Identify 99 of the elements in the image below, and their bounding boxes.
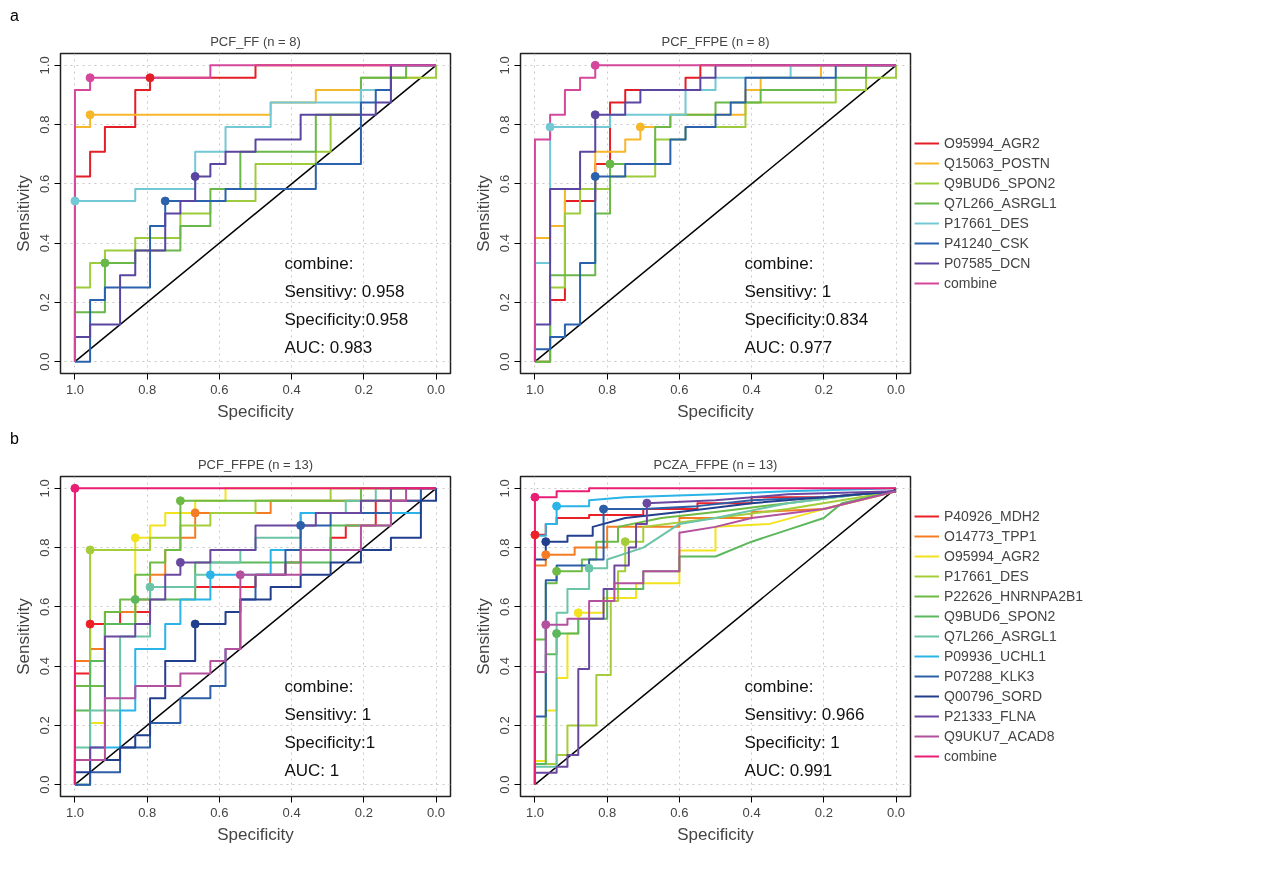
- x-axis-title: Specificity: [217, 824, 295, 844]
- x-tick-label: 0.2: [354, 804, 373, 820]
- x-tick-label: 0.6: [210, 381, 229, 397]
- x-tick-label: 0.0: [427, 381, 446, 397]
- x-tick-label: 0.0: [887, 804, 906, 820]
- x-tick-label: 0.6: [670, 381, 689, 397]
- y-axis-title: Sensitivity: [13, 597, 33, 675]
- legend-label: Q9UKU7_ACAD8: [944, 728, 1055, 744]
- x-axis-title: Specificity: [677, 401, 755, 421]
- y-tick-label: 0.6: [37, 597, 53, 616]
- y-tick-label: 0.4: [37, 657, 53, 676]
- legend-label: Q9BUD6_SPON2: [944, 608, 1056, 624]
- legend-label: P17661_DES: [944, 568, 1029, 584]
- annotation: Sensitivy: 0.966: [744, 704, 865, 724]
- x-tick-label: 0.2: [354, 381, 373, 397]
- y-tick-label: 0.0: [37, 352, 53, 371]
- y-tick-label: 1.0: [497, 56, 513, 75]
- y-tick-label: 0.2: [497, 293, 513, 312]
- legend-label: P07585_DCN: [944, 255, 1031, 271]
- legend-label: P17661_DES: [944, 215, 1029, 231]
- legend-label: P40926_MDH2: [944, 508, 1040, 524]
- y-tick-label: 0.8: [497, 115, 513, 134]
- x-tick-label: 1.0: [525, 381, 544, 397]
- x-tick-label: 0.6: [210, 804, 229, 820]
- y-tick-label: 0.4: [37, 234, 53, 253]
- annotation: AUC: 1: [284, 761, 340, 781]
- x-tick-label: 0.4: [282, 381, 301, 397]
- annotation: Specificity: 1: [744, 733, 840, 753]
- annotation: Sensitivy: 1: [744, 281, 832, 301]
- x-tick-label: 0.4: [742, 381, 761, 397]
- x-tick-label: 0.0: [887, 381, 906, 397]
- y-tick-label: 0.2: [37, 293, 53, 312]
- y-axis-title: Sensitivity: [13, 174, 33, 252]
- x-axis-title: Specificity: [677, 824, 755, 844]
- y-tick-label: 0.2: [37, 716, 53, 735]
- x-tick-label: 0.2: [814, 381, 833, 397]
- y-axis-title: Sensitivity: [473, 174, 493, 252]
- legend-label: combine: [944, 748, 997, 764]
- y-axis-title: Sensitivity: [473, 597, 493, 675]
- legend-label: O14773_TPP1: [944, 528, 1037, 544]
- y-tick-label: 0.8: [497, 538, 513, 557]
- legend-label: O95994_AGR2: [944, 548, 1040, 564]
- chart-title: PCF_FF (n = 8): [210, 33, 301, 49]
- x-tick-label: 0.8: [138, 381, 157, 397]
- x-tick-label: 0.8: [138, 804, 157, 820]
- annotation: AUC: 0.991: [744, 761, 833, 781]
- legend-label: Q15063_POSTN: [944, 155, 1050, 171]
- y-tick-label: 0.4: [497, 657, 513, 676]
- legend-label: P22626_HNRNPA2B1: [944, 588, 1084, 604]
- chart-title: PCF_FFPE (n = 8): [661, 33, 770, 49]
- annotation: combine:: [284, 253, 354, 273]
- x-tick-label: 0.6: [670, 804, 689, 820]
- legend-label: combine: [944, 275, 997, 291]
- y-tick-label: 0.6: [37, 174, 53, 193]
- y-tick-label: 0.2: [497, 716, 513, 735]
- x-tick-label: 1.0: [525, 804, 544, 820]
- y-tick-label: 0.4: [497, 234, 513, 253]
- annotation: combine:: [744, 676, 814, 696]
- y-tick-label: 0.0: [497, 352, 513, 371]
- y-tick-label: 0.6: [497, 597, 513, 616]
- y-tick-label: 0.8: [37, 115, 53, 134]
- annotation: Specificity:0.834: [744, 310, 869, 330]
- x-tick-label: 1.0: [65, 381, 84, 397]
- legend-label: Q7L266_ASRGL1: [944, 628, 1057, 644]
- text: b: [10, 429, 19, 449]
- y-tick-label: 0.6: [497, 174, 513, 193]
- x-tick-label: 0.4: [282, 804, 301, 820]
- legend-label: Q7L266_ASRGL1: [944, 195, 1057, 211]
- annotation: AUC: 0.977: [744, 338, 833, 358]
- legend-label: P07288_KLK3: [944, 668, 1035, 684]
- annotation: combine:: [284, 676, 354, 696]
- x-axis-title: Specificity: [217, 401, 295, 421]
- legend-label: P21333_FLNA: [944, 708, 1036, 724]
- x-tick-label: 0.8: [598, 381, 617, 397]
- x-tick-label: 0.4: [742, 804, 761, 820]
- annotation: Sensitivy: 0.958: [284, 281, 405, 301]
- text: a: [10, 6, 19, 26]
- x-tick-label: 0.0: [427, 804, 446, 820]
- y-tick-label: 1.0: [37, 56, 53, 75]
- annotation: AUC: 0.983: [284, 338, 373, 358]
- y-tick-label: 0.0: [37, 775, 53, 794]
- legend-label: O95994_AGR2: [944, 135, 1040, 151]
- annotation: Sensitivy: 1: [284, 704, 372, 724]
- annotation: Specificity:1: [284, 733, 376, 753]
- y-tick-label: 1.0: [37, 479, 53, 498]
- annotation: Specificity:0.958: [284, 310, 409, 330]
- chart-title: PCF_FFPE (n = 13): [197, 456, 314, 472]
- legend-label: Q00796_SORD: [944, 688, 1043, 704]
- x-tick-label: 1.0: [65, 804, 84, 820]
- annotation: combine:: [744, 253, 814, 273]
- x-tick-label: 0.2: [814, 804, 833, 820]
- y-tick-label: 0.0: [497, 775, 513, 794]
- legend-label: Q9BUD6_SPON2: [944, 175, 1056, 191]
- y-tick-label: 0.8: [37, 538, 53, 557]
- y-tick-label: 1.0: [497, 479, 513, 498]
- x-tick-label: 0.8: [598, 804, 617, 820]
- legend-label: P41240_CSK: [944, 235, 1029, 251]
- legend-label: P09936_UCHL1: [944, 648, 1046, 664]
- chart-title: PCZA_FFPE (n = 13): [653, 456, 778, 472]
